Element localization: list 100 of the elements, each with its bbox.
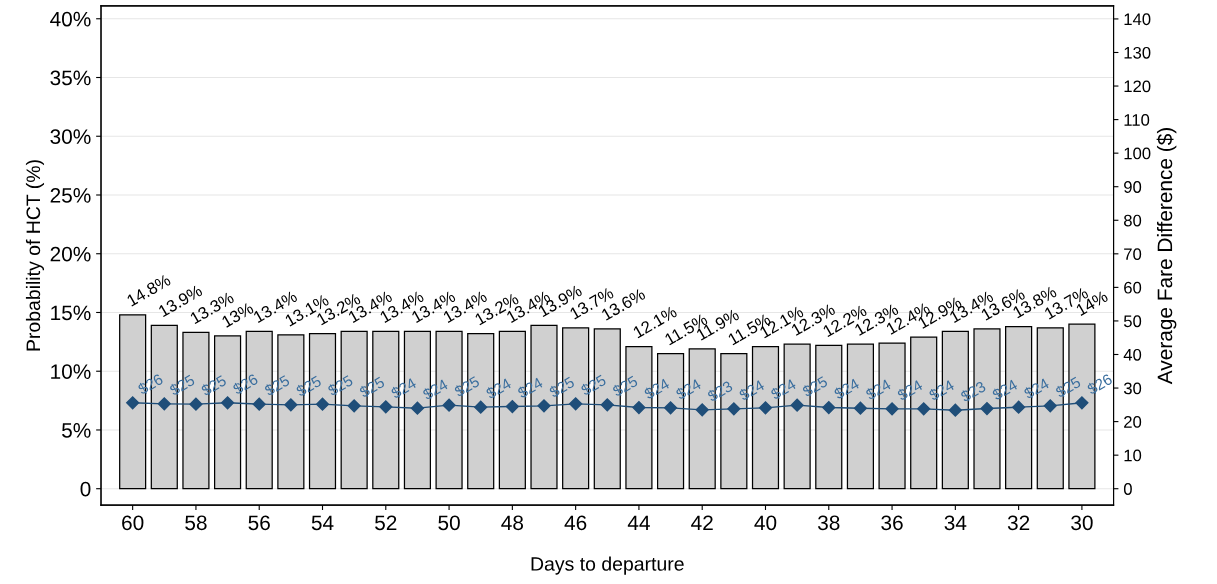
- point: [315, 397, 330, 411]
- data-label: $24: [990, 378, 1019, 402]
- data-label: $24: [389, 376, 418, 400]
- y2-tick-label: 80: [1124, 214, 1142, 227]
- x-axis-title: Days to departure: [531, 556, 684, 575]
- data-label: $25: [168, 373, 196, 397]
- data-label: $26: [1085, 372, 1114, 396]
- x-tick-label: 44: [627, 515, 650, 530]
- point: [252, 397, 266, 411]
- x-tick-label: 54: [311, 515, 334, 531]
- point: [1075, 396, 1089, 410]
- y-tick-label: 0: [80, 481, 91, 497]
- data-label: $24: [421, 378, 450, 402]
- x-tick-label: 40: [754, 515, 777, 531]
- data-label: $24: [516, 376, 545, 400]
- data-label: $25: [326, 374, 355, 398]
- y2-tick-label: 120: [1124, 80, 1151, 93]
- point: [410, 401, 425, 415]
- y-axis-title: Probability of HCT (%): [25, 160, 45, 351]
- point: [727, 402, 741, 416]
- data-label: $25: [199, 374, 228, 398]
- x-tick-label: 58: [185, 515, 207, 531]
- data-label: $25: [453, 375, 481, 399]
- y-tick-label: 15%: [51, 305, 91, 321]
- data-label: $23: [959, 380, 987, 404]
- point: [822, 400, 836, 415]
- point: [505, 399, 519, 414]
- data-label: $25: [547, 375, 576, 399]
- data-label: $24: [927, 378, 956, 402]
- point: [157, 397, 171, 411]
- y-tick-label: 5%: [62, 423, 91, 438]
- data-label: $24: [484, 377, 513, 401]
- data-label: $24: [737, 378, 766, 402]
- point: [663, 401, 678, 415]
- point: [474, 400, 488, 414]
- y2-tick-label: 130: [1124, 46, 1151, 59]
- x-tick-label: 38: [817, 515, 840, 531]
- data-label: $24: [769, 377, 798, 401]
- x-tick-label: 34: [944, 515, 967, 531]
- point: [853, 401, 868, 415]
- point: [537, 399, 551, 413]
- y-tick-label: 10%: [51, 364, 91, 379]
- data-label: $24: [642, 377, 671, 401]
- point: [189, 397, 203, 411]
- x-tick-label: 46: [564, 515, 587, 531]
- point: [569, 397, 583, 411]
- data-label: $25: [263, 374, 291, 398]
- y2-tick-label: 0: [1123, 483, 1132, 495]
- data-label: $26: [231, 372, 260, 396]
- data-label: $25: [1054, 375, 1082, 399]
- y2-tick-label: 20: [1124, 416, 1142, 428]
- x-tick-label: 42: [691, 515, 713, 530]
- point: [948, 403, 962, 417]
- y2-tick-label: 110: [1124, 114, 1150, 126]
- y-tick-label: 35%: [50, 70, 91, 86]
- y2-tick-label: 100: [1124, 147, 1151, 160]
- y-tick-label: 20%: [50, 246, 91, 262]
- y2-tick-label: 40: [1123, 348, 1142, 361]
- data-label: $25: [801, 375, 829, 399]
- point: [790, 398, 804, 412]
- data-label: $26: [136, 372, 165, 396]
- x-tick-label: 60: [122, 515, 144, 531]
- point: [885, 402, 899, 416]
- x-tick-label: 50: [438, 515, 460, 531]
- point: [442, 398, 456, 412]
- data-label: $24: [832, 377, 861, 401]
- point: [126, 396, 140, 410]
- point: [600, 398, 614, 412]
- x-tick-label: 56: [248, 515, 270, 531]
- data-label: $24: [896, 378, 924, 402]
- x-tick-label: 32: [1007, 515, 1030, 531]
- y2-axis-title: Average Fare Difference ($): [1156, 128, 1177, 385]
- data-label: $25: [579, 373, 608, 397]
- y2-tick-label: 30: [1123, 382, 1142, 395]
- point: [632, 400, 646, 415]
- data-label: $25: [294, 374, 323, 398]
- y-tick-label: 30%: [50, 129, 91, 144]
- y2-tick-label: 50: [1123, 315, 1142, 328]
- x-tick-label: 36: [881, 515, 903, 531]
- point: [1043, 399, 1057, 413]
- y2-tick-label: 10: [1124, 449, 1142, 462]
- point: [284, 398, 298, 412]
- x-tick-label: 48: [501, 515, 524, 531]
- point: [917, 402, 931, 416]
- point: [1012, 400, 1026, 414]
- y2-tick-label: 90: [1124, 181, 1142, 193]
- point: [220, 396, 235, 410]
- y2-tick-label: 140: [1124, 13, 1151, 26]
- data-label: $23: [706, 379, 734, 403]
- y2-tick-label: 60: [1124, 281, 1142, 294]
- point: [379, 400, 393, 414]
- point: [347, 399, 361, 413]
- point: [695, 403, 709, 417]
- y-tick-label: 40%: [50, 11, 91, 27]
- data-label: $24: [674, 377, 703, 401]
- data-label: $25: [358, 375, 386, 399]
- point: [980, 401, 994, 416]
- x-tick-label: 30: [1071, 515, 1093, 531]
- x-tick-label: 52: [375, 515, 397, 531]
- y-tick-label: 25%: [50, 188, 91, 203]
